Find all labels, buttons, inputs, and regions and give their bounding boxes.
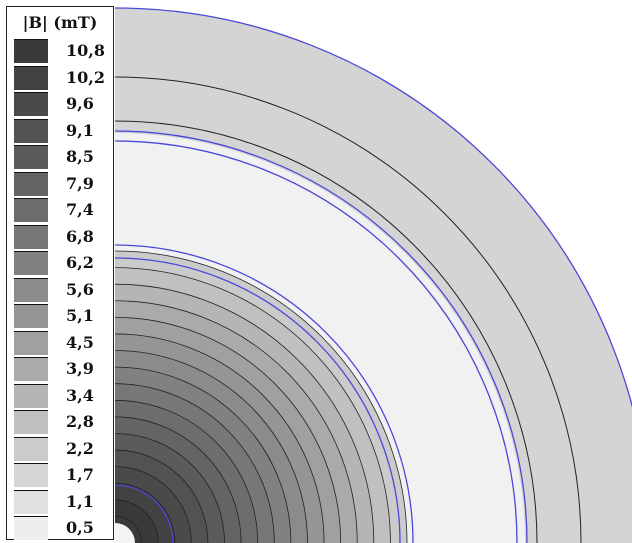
legend-swatch xyxy=(14,171,48,196)
contour-line xyxy=(115,433,225,543)
legend-item: 10,2 xyxy=(14,65,114,90)
contour-line xyxy=(115,466,192,543)
legend-item: 9,1 xyxy=(14,118,114,143)
legend-title: |B| (mT) xyxy=(22,13,98,32)
legend-swatch xyxy=(14,357,48,381)
legend-item: 1,7 xyxy=(14,463,114,487)
legend-swatch xyxy=(14,383,48,408)
region-boundary xyxy=(115,244,414,543)
contour-line xyxy=(115,120,538,543)
legend-label: 8,5 xyxy=(66,147,94,166)
contour-line xyxy=(115,76,582,543)
legend-item: 1,1 xyxy=(14,489,114,514)
contour-line xyxy=(115,383,275,543)
legend-item: 10,8 xyxy=(14,39,114,63)
legend-swatch xyxy=(14,516,48,540)
legend-label: 3,4 xyxy=(66,385,94,405)
legend-swatch xyxy=(14,145,48,169)
legend-swatch xyxy=(14,224,48,249)
colorbar-legend: |B| (mT) 10,8 10,2 9,6 9,1 8,5 7,9 7,4 6,8 6,2 5,… xyxy=(6,6,114,540)
legend-label: 10,8 xyxy=(66,41,105,60)
legend-item: 3,4 xyxy=(14,383,114,408)
region-boundary xyxy=(115,140,518,543)
legend-swatch xyxy=(14,304,48,328)
region-boundary xyxy=(115,7,632,409)
legend-swatch xyxy=(14,118,48,143)
legend-label: 9,1 xyxy=(66,120,94,140)
contour-line xyxy=(115,449,209,543)
legend-swatch xyxy=(14,92,48,116)
legend-swatch xyxy=(14,410,48,434)
contour-line xyxy=(115,333,325,543)
center-spot xyxy=(115,523,135,543)
legend-label: 6,8 xyxy=(66,226,94,246)
legend-item: 5,1 xyxy=(14,304,114,328)
region-boundary xyxy=(115,484,174,543)
legend-swatch xyxy=(14,330,48,355)
legend-label: 2,8 xyxy=(66,412,94,431)
legend-item: 0,5 xyxy=(14,516,114,540)
legend-label: 7,9 xyxy=(66,173,94,193)
legend-item: 8,5 xyxy=(14,145,114,169)
legend-label: 2,2 xyxy=(66,438,94,458)
legend-label: 9,6 xyxy=(66,94,94,113)
contour-line xyxy=(115,283,375,543)
contour-line xyxy=(115,516,142,543)
legend-swatch xyxy=(14,463,48,487)
legend-item: 5,6 xyxy=(14,277,114,302)
legend-label: 10,2 xyxy=(66,67,105,87)
legend-label: 3,9 xyxy=(66,359,94,378)
contour-line xyxy=(115,350,308,543)
legend-swatch xyxy=(14,198,48,222)
contour-line xyxy=(115,366,292,543)
legend-swatch xyxy=(14,277,48,302)
legend-label: 6,2 xyxy=(66,253,94,272)
legend-label: 7,4 xyxy=(66,200,94,219)
legend-item: 6,8 xyxy=(14,224,114,249)
legend-swatch xyxy=(14,39,48,63)
contour-line xyxy=(115,267,391,543)
legend-label: 5,6 xyxy=(66,279,94,299)
legend-item: 7,4 xyxy=(14,198,114,222)
legend-swatch xyxy=(14,65,48,90)
contour-line xyxy=(115,250,408,543)
region-boundary xyxy=(115,130,528,543)
legend-label: 1,1 xyxy=(66,491,94,511)
contour-line xyxy=(115,399,259,543)
contour-line xyxy=(115,316,342,543)
legend-swatch xyxy=(14,489,48,514)
legend-swatch xyxy=(14,251,48,275)
contour-line xyxy=(115,416,242,543)
contour-line xyxy=(115,499,159,543)
legend-item: 2,2 xyxy=(14,436,114,461)
legend-item: 2,8 xyxy=(14,410,114,434)
legend-item: 3,9 xyxy=(14,357,114,381)
legend-label: 4,5 xyxy=(66,332,94,352)
legend-swatch xyxy=(14,436,48,461)
legend-item: 7,9 xyxy=(14,171,114,196)
legend-item: 9,6 xyxy=(14,92,114,116)
legend-label: 5,1 xyxy=(66,306,94,325)
contour-line xyxy=(115,482,176,543)
legend-item: 6,2 xyxy=(14,251,114,275)
legend-item: 4,5 xyxy=(14,330,114,355)
field-regions xyxy=(115,7,632,543)
contour-line xyxy=(115,300,358,543)
legend-label: 0,5 xyxy=(66,518,94,537)
region-boundary xyxy=(115,257,401,543)
legend-label: 1,7 xyxy=(66,465,94,484)
